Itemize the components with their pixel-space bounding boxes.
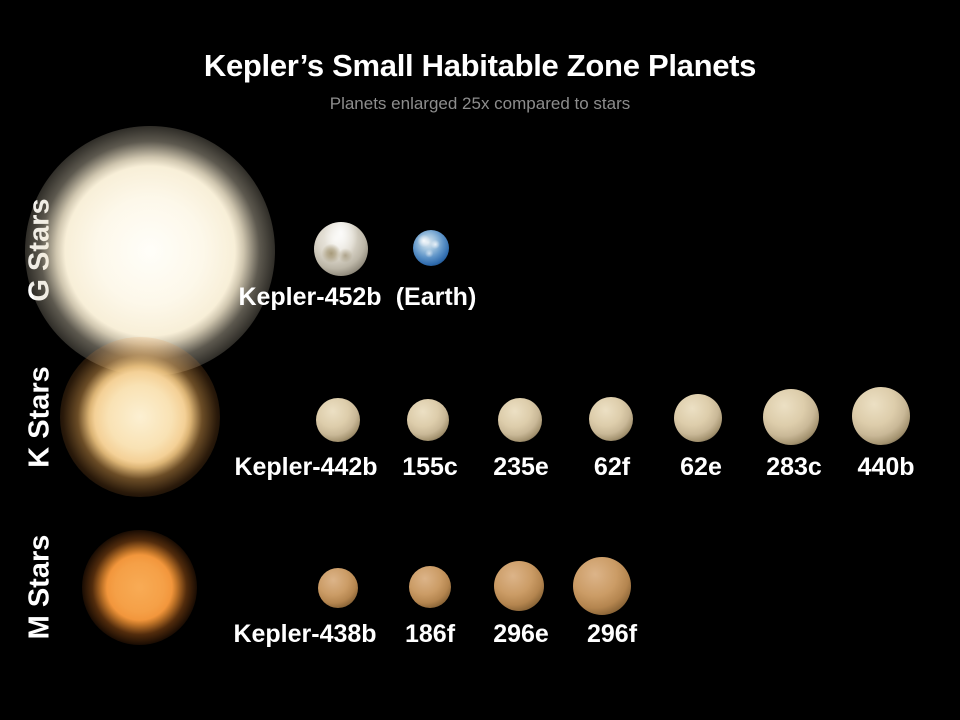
planet-label-kepler-442b: Kepler-442b [234,453,378,481]
planet-label-186f: 186f [404,620,456,648]
planet-label-283c: 283c [766,453,822,481]
page-title: Kepler’s Small Habitable Zone Planets [203,48,757,83]
planet-label-296e: 296e [493,620,549,648]
planet-label-155c: 155c [402,453,458,481]
g-star [25,126,275,376]
planet-296e [494,561,544,611]
planet-label-62e: 62e [680,453,722,481]
planet-label-235e: 235e [493,453,549,481]
planet-62f [589,397,633,441]
planet-label-62f: 62f [593,453,631,481]
planet-earth [413,230,449,266]
planet-235e [498,398,542,442]
planet-label-kepler-452b: Kepler-452b [238,283,382,311]
planet-186f [409,566,451,608]
planet-62e [674,394,722,442]
page-subtitle: Planets enlarged 25x compared to stars [329,94,631,113]
planet-label-440b: 440b [857,453,915,481]
planet-440b [852,387,910,445]
row-label-m-stars: M Stars [23,534,56,640]
planet-label-earth: (Earth) [395,283,477,311]
planet-296f [573,557,631,615]
planet-283c [763,389,819,445]
planet-label-296f: 296f [586,620,638,648]
row-label-k-stars: K Stars [23,366,56,468]
planet-kepler-452b [314,222,368,276]
m-star [81,529,197,645]
planet-kepler-442b [316,398,360,442]
planet-label-kepler-438b: Kepler-438b [233,620,377,648]
planet-155c [407,399,449,441]
planet-kepler-438b [318,568,358,608]
k-star [60,337,220,497]
